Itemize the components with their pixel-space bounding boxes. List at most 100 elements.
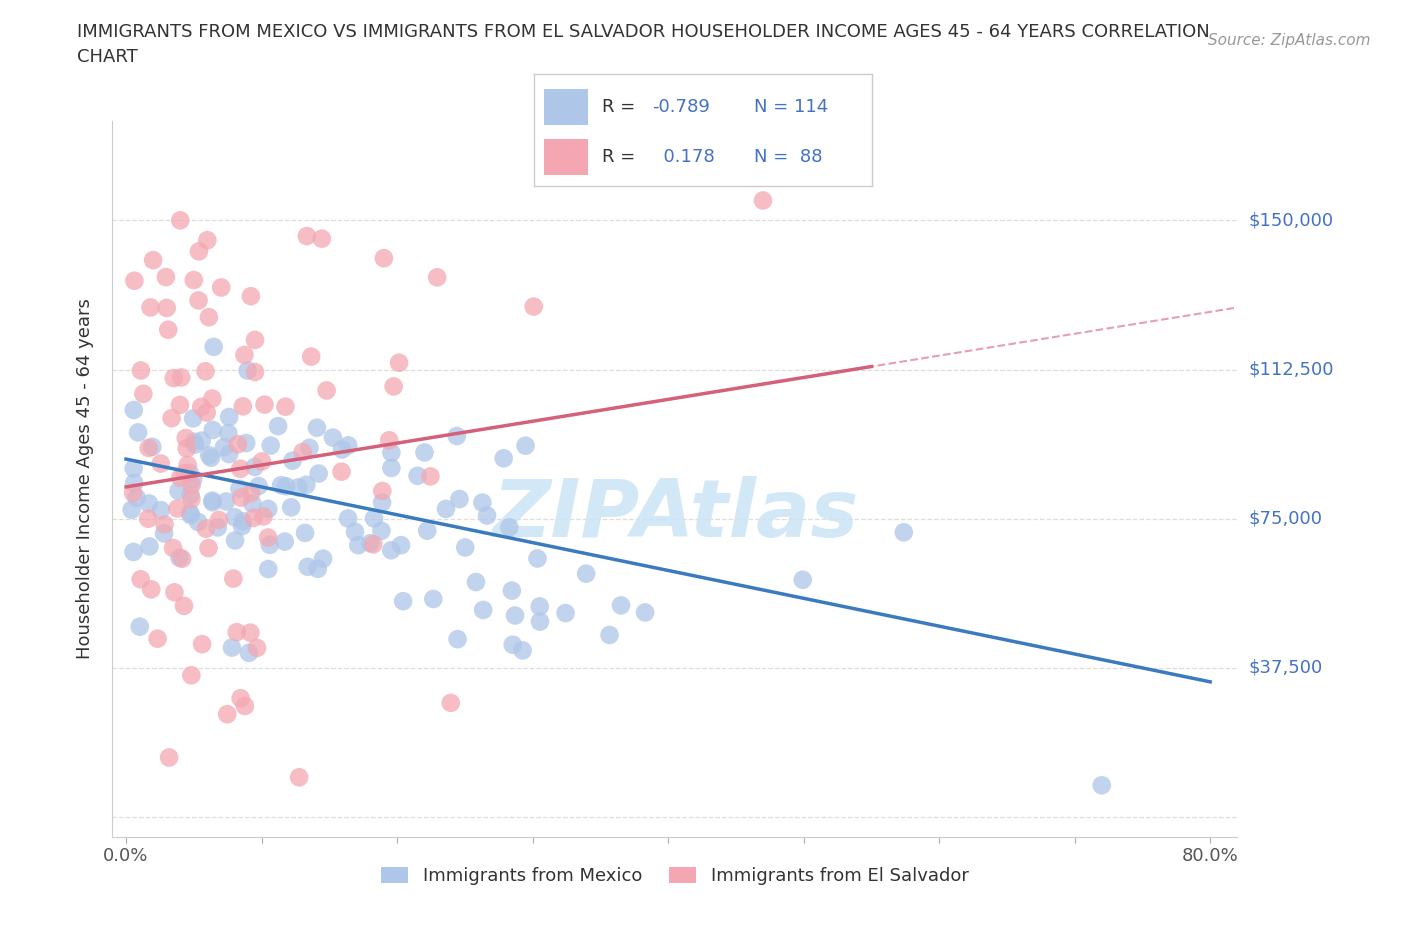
Point	[221, 640, 243, 655]
Point	[153, 526, 176, 541]
Text: $75,000: $75,000	[1249, 510, 1323, 527]
Point	[122, 475, 145, 490]
Bar	[544, 89, 588, 125]
Point	[125, 490, 148, 505]
Point	[169, 213, 191, 228]
Point	[330, 442, 353, 457]
Point	[187, 293, 209, 308]
Point	[180, 492, 202, 507]
Point	[512, 643, 534, 658]
Text: N = 114: N = 114	[754, 98, 828, 115]
Point	[157, 750, 180, 764]
Point	[236, 363, 259, 378]
Point	[392, 593, 415, 608]
Point	[370, 524, 392, 538]
Point	[170, 370, 193, 385]
Point	[129, 572, 152, 587]
Point	[446, 631, 468, 646]
Point	[163, 371, 186, 386]
Point	[170, 551, 193, 566]
Point	[363, 537, 385, 551]
Point	[142, 253, 165, 268]
Point	[287, 480, 309, 495]
Point	[454, 540, 477, 555]
Point	[501, 583, 523, 598]
Point	[169, 551, 191, 565]
Point	[471, 495, 494, 510]
Point	[363, 511, 385, 525]
Point	[184, 437, 207, 452]
Point	[198, 448, 221, 463]
Bar	[544, 140, 588, 175]
Point	[194, 522, 217, 537]
Point	[174, 466, 197, 481]
Point	[281, 453, 304, 468]
Point	[226, 437, 249, 452]
Point	[195, 405, 218, 420]
Point	[229, 461, 252, 476]
Point	[434, 501, 457, 516]
Point	[449, 492, 471, 507]
Point	[183, 272, 205, 287]
Text: N =  88: N = 88	[754, 148, 823, 166]
Point	[180, 668, 202, 683]
Point	[267, 418, 290, 433]
Point	[312, 551, 335, 566]
Point	[198, 310, 221, 325]
Point	[337, 511, 360, 525]
Point	[121, 502, 143, 517]
Point	[337, 438, 360, 453]
Point	[138, 441, 160, 456]
Point	[380, 445, 402, 460]
Point	[167, 484, 190, 498]
Point	[599, 628, 621, 643]
Point	[299, 349, 322, 364]
Point	[243, 459, 266, 474]
Point	[201, 422, 224, 437]
Point	[388, 355, 411, 370]
Point	[359, 536, 381, 551]
Point	[315, 383, 337, 398]
Point	[502, 637, 524, 652]
Point	[295, 229, 318, 244]
Point	[232, 514, 254, 529]
Point	[155, 270, 177, 285]
Point	[197, 540, 219, 555]
Point	[231, 519, 253, 534]
Point	[187, 244, 209, 259]
Text: Source: ZipAtlas.com: Source: ZipAtlas.com	[1208, 33, 1371, 47]
Point	[166, 501, 188, 516]
Point	[380, 460, 402, 475]
Point	[128, 619, 150, 634]
Point	[122, 403, 145, 418]
Point	[177, 458, 200, 472]
Point	[752, 193, 775, 208]
Point	[526, 551, 548, 566]
Point	[224, 533, 246, 548]
Point	[169, 397, 191, 412]
Point	[124, 273, 146, 288]
Point	[217, 707, 239, 722]
Point	[136, 512, 159, 526]
Point	[169, 471, 191, 485]
Point	[201, 392, 224, 406]
Point	[503, 608, 526, 623]
Point	[260, 438, 283, 453]
Point	[149, 456, 172, 471]
Point	[225, 625, 247, 640]
Point	[233, 698, 256, 713]
Point	[308, 466, 330, 481]
Point	[242, 511, 264, 525]
Point	[162, 540, 184, 555]
Point	[298, 441, 321, 456]
Text: ZIPAtlas: ZIPAtlas	[492, 476, 858, 553]
Point	[250, 454, 273, 469]
Point	[222, 571, 245, 586]
Point	[554, 605, 576, 620]
Point	[181, 472, 204, 486]
Point	[180, 487, 202, 502]
Text: $37,500: $37,500	[1249, 659, 1323, 677]
Point	[276, 479, 298, 494]
Point	[239, 289, 262, 304]
Point	[529, 599, 551, 614]
